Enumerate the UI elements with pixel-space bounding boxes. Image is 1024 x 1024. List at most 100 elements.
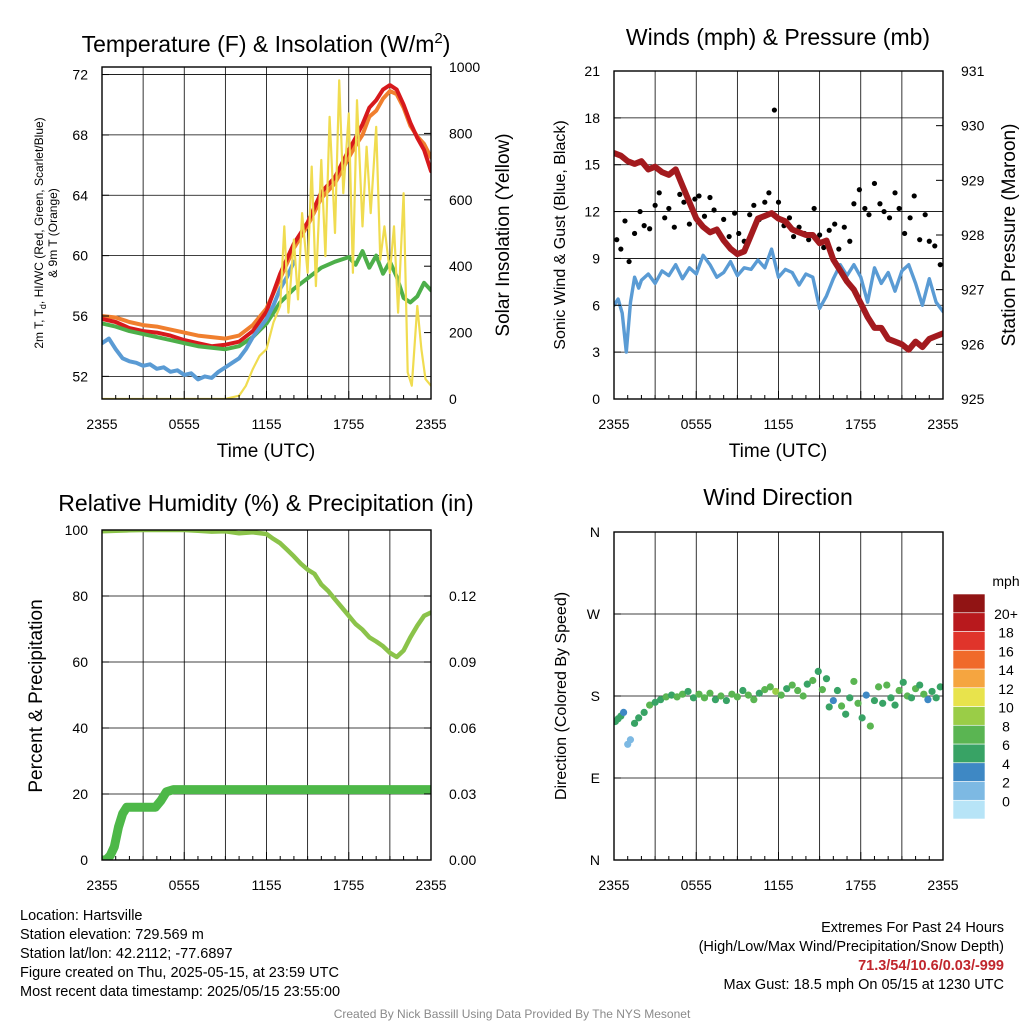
- colorbar-label: 0: [1002, 793, 1010, 809]
- y-tick-label-left: N: [590, 852, 600, 868]
- gust-point: [922, 212, 928, 218]
- direction-point: [814, 667, 822, 676]
- gust-point: [896, 205, 902, 212]
- y-tick-label-left: 20: [72, 786, 88, 802]
- colorbar-swatch: [952, 612, 986, 632]
- gust-point: [701, 213, 708, 219]
- winds-ylabel-left: Sonic Wind & Gust (Blue, Black): [552, 120, 569, 349]
- location-text: Location: Hartsville: [20, 908, 143, 924]
- created-text: Figure created on Thu, 2025-05-15, at 23…: [20, 965, 339, 981]
- x-tick-label: 2355: [86, 416, 117, 432]
- colorbar-swatch: [952, 781, 986, 801]
- colorbar-swatch: [952, 687, 986, 707]
- colorbar-label: 2: [1002, 775, 1010, 791]
- direction-point: [744, 691, 752, 699]
- gust-point: [821, 244, 827, 251]
- direction-point: [850, 677, 858, 686]
- x-tick-label: 2355: [86, 877, 117, 893]
- gust-point: [626, 258, 632, 265]
- direction-point: [717, 692, 725, 700]
- x-tick-label: 2355: [415, 877, 446, 893]
- y-tick-label-right: 0.06: [449, 720, 476, 736]
- speed-colorbar: 0 2 4 6 8 10 12 14 16 18 20+: [952, 593, 1018, 820]
- temperature-panel: Temperature (F) & Insolation (W/m2) 2355…: [32, 30, 514, 462]
- gust-point: [681, 199, 687, 205]
- direction-point: [920, 690, 928, 698]
- y-tick-label-right: 0.00: [449, 852, 476, 868]
- x-tick-label: 1755: [845, 416, 876, 432]
- gust-point: [736, 230, 742, 237]
- direction-point: [619, 708, 628, 717]
- y-tick-label-left: 60: [72, 654, 88, 670]
- gust-point: [856, 187, 862, 193]
- gust-point: [671, 224, 677, 230]
- gust-point: [677, 191, 683, 197]
- direction-point: [899, 678, 907, 686]
- colorbar-label: 4: [1002, 756, 1010, 772]
- winds-xlabel: Time (UTC): [729, 441, 828, 462]
- direction-point: [695, 690, 703, 698]
- y-tick-label-right: 800: [449, 125, 473, 141]
- gust-point: [711, 207, 717, 213]
- direction-point: [728, 690, 736, 698]
- y-tick-label-right: 926: [961, 336, 985, 352]
- y-tick-label-left: 21: [584, 63, 600, 79]
- gust-point: [726, 233, 732, 240]
- direction-panel: Wind Direction 2355 0555 1155 1755 2355 N E S W N…: [553, 484, 1020, 893]
- colorbar-label: 16: [998, 643, 1014, 659]
- direction-point: [799, 692, 807, 700]
- solar-insolation-line: [102, 79, 431, 399]
- direction-title: Wind Direction: [703, 484, 853, 510]
- direction-ylabel-left: Direction (Colored By Speed): [553, 592, 570, 800]
- humidity-title: Relative Humidity (%) & Precipitation (i…: [58, 490, 473, 516]
- gust-point: [817, 232, 823, 238]
- direction-point: [772, 687, 780, 696]
- direction-point: [673, 693, 681, 701]
- gust-point: [652, 202, 658, 208]
- gust-point: [686, 221, 692, 227]
- gust-point: [917, 237, 923, 243]
- humidity-ylabel-left: Percent & Precipitation: [26, 599, 47, 792]
- gust-point: [826, 227, 832, 233]
- gust-point: [796, 224, 802, 230]
- direction-point: [866, 722, 874, 730]
- gust-point: [662, 215, 668, 221]
- direction-point: [854, 699, 862, 707]
- gust-point: [866, 212, 872, 218]
- station-info: Location: Hartsville Station elevation: …: [20, 907, 340, 1002]
- y-tick-label-right: 929: [961, 172, 985, 188]
- y-tick-label-right: 0.12: [449, 588, 476, 604]
- direction-point: [640, 708, 648, 717]
- y-tick-label-left: 12: [584, 204, 600, 220]
- direction-point: [895, 686, 903, 695]
- direction-point: [803, 680, 811, 688]
- y-tick-label-right: 600: [449, 192, 473, 208]
- y-tick-label-right: 400: [449, 258, 473, 274]
- direction-point: [829, 696, 837, 705]
- elevation-text: Station elevation: 729.569 m: [20, 927, 204, 943]
- colorbar-swatch: [952, 762, 986, 782]
- winds-ylabel-right: Station Pressure (Maroon): [999, 124, 1020, 347]
- direction-point: [733, 693, 741, 701]
- direction-point: [766, 683, 774, 691]
- colorbar-unit-label: mph: [992, 573, 1019, 589]
- extremes-title: Extremes For Past 24 Hours: [821, 920, 1004, 936]
- gust-point: [732, 210, 738, 216]
- gust-point: [614, 237, 620, 243]
- gust-point: [832, 221, 838, 227]
- x-tick-label: 1755: [333, 416, 364, 432]
- gust-point: [932, 243, 938, 249]
- x-tick-label: 2355: [927, 877, 958, 893]
- direction-point: [722, 696, 731, 705]
- winds-panel: Winds (mph) & Pressure (mb) 2355 0555 1155…: [552, 24, 1020, 462]
- y-tick-label-left: 80: [72, 588, 88, 604]
- winds-title: Winds (mph) & Pressure (mb): [626, 24, 930, 50]
- extremes-legend: (High/Low/Max Wind/Precipitation/Snow De…: [698, 939, 1004, 955]
- direction-point: [825, 703, 833, 711]
- direction-point: [891, 701, 899, 709]
- temperature-title: Temperature (F) & Insolation (W/m2): [82, 30, 451, 57]
- gust-point: [851, 201, 857, 207]
- direction-point: [862, 691, 870, 699]
- direction-point: [833, 686, 842, 695]
